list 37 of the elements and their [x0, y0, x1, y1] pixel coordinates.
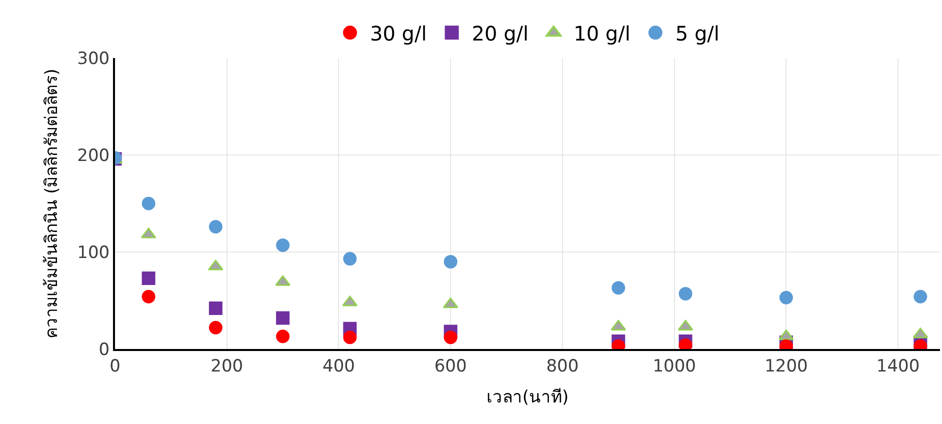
- x-tick-label: 1400: [876, 356, 920, 376]
- point: [208, 220, 222, 234]
- point: [208, 302, 222, 316]
- point: [142, 196, 156, 210]
- legend-label: 20 g/l: [472, 21, 529, 46]
- point: [678, 286, 692, 300]
- point: [914, 290, 928, 304]
- point: [275, 275, 290, 286]
- point: [778, 330, 794, 340]
- x-tick-label: 1000: [652, 356, 696, 376]
- point: [612, 281, 626, 295]
- y-tick-label: 200: [77, 146, 110, 166]
- x-tick-label: 200: [210, 356, 244, 376]
- point: [444, 254, 458, 268]
- point: [779, 290, 793, 304]
- point: [142, 290, 156, 304]
- point: [444, 330, 458, 344]
- y-tick-label: 0: [98, 340, 110, 360]
- x-axis-title: เวลา(นาที): [486, 387, 569, 408]
- y-axis-title: ความเข้มข้นลิกนิน (มิลลิกรัมต่อลิตร): [42, 68, 62, 338]
- legend-label: 5 g/l: [675, 21, 720, 46]
- x-tick-label: 600: [434, 356, 467, 376]
- point: [276, 330, 290, 344]
- point: [343, 330, 357, 344]
- point: [142, 271, 156, 285]
- point: [276, 311, 290, 325]
- legend-label: 10 g/l: [574, 21, 630, 46]
- x-tick-label: 1200: [764, 356, 808, 376]
- point: [276, 238, 290, 252]
- x-tick-label: 400: [322, 356, 355, 376]
- legend-label: 30 g/l: [370, 21, 427, 46]
- y-tick-label: 300: [77, 48, 110, 69]
- point: [208, 320, 222, 334]
- point: [208, 260, 224, 270]
- x-tick-label: 800: [546, 356, 579, 376]
- point: [343, 252, 357, 266]
- y-tick-label: 100: [77, 242, 110, 263]
